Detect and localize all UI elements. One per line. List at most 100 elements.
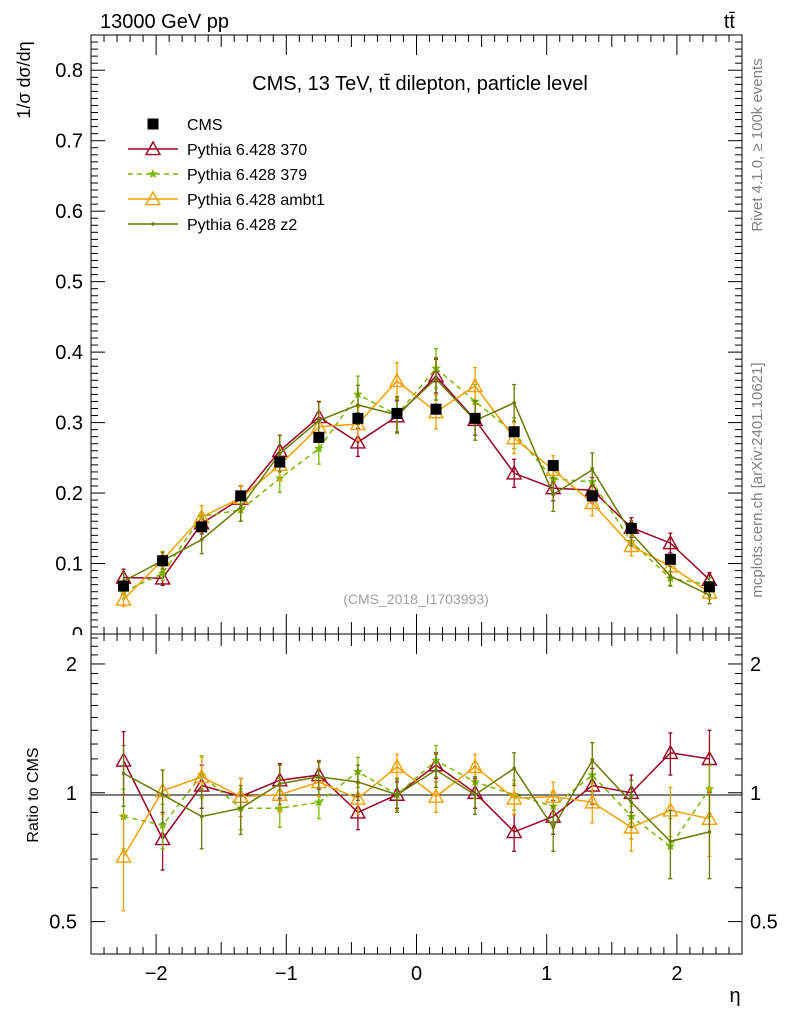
ratio-series-group	[115, 729, 718, 912]
main-y-tick-label: 0.6	[55, 201, 83, 223]
ratio-x-tick-label: −1	[275, 963, 298, 985]
main-series-pythia-6-428-ambt1	[115, 362, 718, 608]
ratio-point	[466, 758, 484, 774]
main-point	[508, 426, 520, 438]
legend-item-pythia-6-428-z2: Pythia 6.428 z2	[128, 217, 297, 234]
main-point	[434, 377, 438, 381]
main-series-group	[115, 347, 718, 608]
ratio-y-ticks: 0.5 0.5 1 1 2 2	[49, 637, 778, 934]
main-y-tick-label: 0.8	[55, 60, 83, 82]
main-point	[157, 568, 168, 578]
main-point	[512, 401, 516, 405]
main-point	[314, 443, 324, 453]
legend: CMS Pythia 6.428 370 Pythia 6.428 379 Pythi…	[128, 117, 325, 234]
ratio-point	[121, 771, 126, 776]
main-point	[625, 522, 637, 534]
ratio-point	[193, 768, 210, 784]
main-zero-mask	[40, 635, 90, 647]
main-point	[662, 534, 679, 550]
legend-item-cms: CMS	[147, 117, 223, 134]
main-point	[505, 429, 523, 445]
main-point	[356, 403, 360, 407]
main-panel: 0.10.20.30.40.50.60.70.80 CMS, 13 TeV, t…	[14, 34, 743, 647]
ratio-point	[505, 790, 523, 805]
ratio-x-tick-label: 1	[541, 963, 552, 985]
ratio-point	[505, 823, 523, 839]
main-series-pythia-6-428-379	[118, 347, 715, 600]
header-left: 13000 GeV pp	[100, 11, 229, 33]
main-point	[199, 537, 204, 542]
mcplots-label: mcplots.cern.ch [arXiv:2401.10621]	[749, 362, 766, 597]
main-point	[551, 492, 556, 497]
ratio-point	[512, 766, 516, 771]
main-series-cms	[118, 403, 715, 593]
main-y-tick-label: 0.3	[55, 413, 83, 435]
legend-item-pythia-6-428-370: Pythia 6.428 370	[128, 140, 307, 159]
ratio-point	[434, 768, 438, 772]
main-point	[707, 593, 712, 598]
main-point	[590, 468, 595, 472]
ratio-point	[277, 781, 282, 786]
legend-label: CMS	[187, 117, 223, 134]
ratio-panel: 0.5 0.5 1 1 2 2 −2 −1 0 1 2 Ratio to CMS η	[25, 633, 778, 1007]
main-y-label: 1/σ dσ/dη	[14, 41, 34, 118]
main-y-tick-label: 0.5	[55, 272, 83, 294]
ratio-point	[707, 830, 712, 834]
rivet-label: Rivet 4.1.0, ≥ 100k events	[749, 58, 766, 231]
ratio-point	[551, 825, 556, 830]
legend-marker	[144, 190, 162, 206]
legend-marker	[144, 140, 162, 156]
main-point	[703, 581, 715, 593]
main-point	[586, 490, 598, 502]
x-axis-label: η	[729, 985, 740, 1007]
ratio-point	[668, 839, 673, 844]
main-point	[238, 505, 243, 509]
ratio-point	[427, 788, 445, 803]
ratio-y-tick-label-right: 1	[750, 783, 761, 805]
main-point	[274, 456, 286, 468]
ratio-y-tick-label: 0.5	[49, 912, 77, 934]
ratio-y-label: Ratio to CMS	[25, 747, 42, 842]
main-point	[313, 431, 325, 443]
main-y-tick-label: 0.4	[55, 342, 83, 364]
ratio-line-pythia-6-428-370	[122, 751, 710, 841]
ratio-point	[199, 814, 204, 819]
main-point	[668, 574, 673, 579]
main-line-pythia-6-428-370	[123, 375, 710, 581]
main-point	[388, 372, 406, 388]
main-point	[623, 537, 640, 553]
main-series-pythia-6-428-370	[115, 358, 718, 588]
legend-marker	[147, 118, 159, 130]
main-point	[277, 451, 282, 456]
ratio-point	[238, 806, 243, 811]
ratio-point	[157, 820, 168, 830]
legend-label: Pythia 6.428 ambt1	[187, 192, 325, 209]
watermark: (CMS_2018_I1703993)	[343, 591, 489, 607]
ratio-x-tick-label: 0	[411, 963, 422, 985]
main-point	[157, 555, 169, 567]
ratio-frame	[90, 633, 743, 955]
ratio-y-tick-label: 2	[66, 654, 77, 676]
main-point	[584, 494, 601, 510]
main-y-tick-label: 0.2	[55, 483, 83, 505]
main-point	[196, 521, 208, 533]
ratio-point	[590, 758, 595, 763]
main-point	[430, 403, 442, 415]
main-point	[505, 464, 523, 480]
ratio-series-pythia-6-428-z2	[121, 741, 712, 880]
main-line-pythia-6-428-z2	[123, 377, 710, 596]
legend-marker	[148, 169, 158, 178]
ratio-y-tick-label-right: 0.5	[750, 912, 778, 934]
ratio-point	[473, 792, 477, 797]
ratio-point	[623, 818, 640, 834]
legend-label: Pythia 6.428 z2	[187, 217, 297, 234]
main-line-pythia-6-428-379	[123, 367, 710, 593]
legend-label: Pythia 6.428 379	[187, 167, 307, 184]
main-point	[115, 591, 132, 606]
ratio-y-tick-label: 1	[66, 783, 77, 805]
main-y-ticks: 0.10.20.30.40.50.60.70.80	[40, 34, 742, 647]
main-point	[352, 412, 364, 424]
ratio-point	[395, 792, 399, 797]
ratio-x-ticks: −2 −1 0 1 2	[90, 634, 743, 985]
